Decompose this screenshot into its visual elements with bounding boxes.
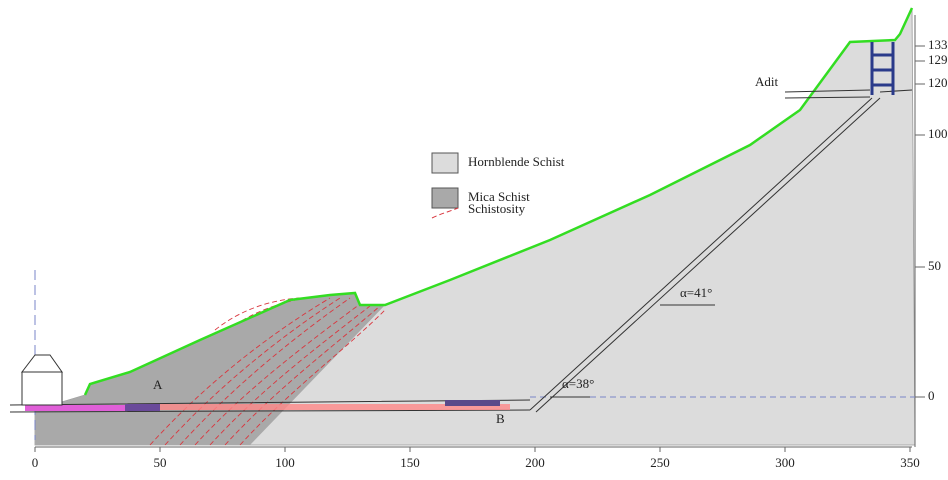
legend-label: Schistosity [468,201,526,216]
mica-tunnel-seg [25,405,125,411]
y-tick-label: 50 [928,258,941,273]
x-tick-label: 150 [400,455,420,470]
building [22,355,62,405]
x-tick-label: 200 [525,455,545,470]
angle-label: α=41° [680,285,712,300]
y-tick-label: 120 [928,75,948,90]
y-tick-label: 100 [928,126,948,141]
y-tick-label: 133 [928,37,948,52]
x-tick-label: 250 [650,455,670,470]
point-label: B [496,411,505,426]
y-tick-label: 129 [928,52,948,67]
mica-tunnel-seg [125,404,160,411]
angle-label: α=38° [562,376,594,391]
legend-swatch [432,153,458,173]
x-tick-label: 300 [775,455,795,470]
adit-label: Adit [755,74,779,89]
x-tick-label: 50 [154,455,167,470]
legend-swatch [432,188,458,208]
y-tick-label: 0 [928,388,935,403]
x-tick-label: 350 [900,455,920,470]
x-tick-label: 0 [32,455,39,470]
legend-swatch [432,208,458,218]
x-tick-label: 100 [275,455,295,470]
section-diagram: Hornblende Schist Mica Schist Schistosit… [0,0,948,480]
dark-tunnel-seg [445,400,500,406]
legend-label: Hornblende Schist [468,154,565,169]
point-label: A [153,377,163,392]
